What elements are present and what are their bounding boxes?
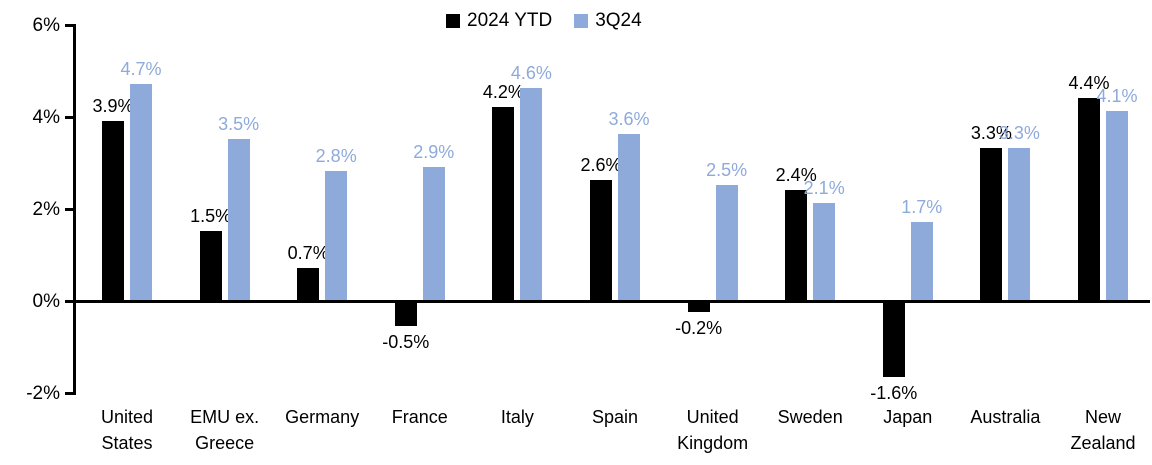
x-label-united-kingdom: United Kingdom	[677, 407, 749, 453]
legend-item-2024-ytd: 2024 YTD	[446, 10, 552, 31]
chart-legend: 2024 YTD 3Q24	[446, 10, 642, 31]
x-label-australia: Australia	[970, 407, 1041, 427]
bar-2024-ytd-emu-ex-greece	[199, 231, 222, 300]
value-label-3q24-sweden: 2.1%	[803, 178, 845, 198]
x-label-france: France	[391, 407, 448, 427]
value-label-2024-ytd-sweden: 2.4%	[775, 165, 817, 185]
bar-3q24-france	[422, 167, 445, 300]
y-tick-0	[65, 300, 73, 303]
bar-2024-ytd-australia	[980, 148, 1003, 300]
bar-3q24-italy	[520, 88, 543, 300]
y-tick-2	[65, 208, 73, 211]
value-label-3q24-australia: 3.3%	[998, 123, 1040, 143]
value-label-3q24-new-zealand: 4.1%	[1096, 86, 1138, 106]
bar-3q24-germany	[325, 171, 348, 300]
x-label-emu-ex-greece: EMU ex. Greece	[190, 407, 260, 453]
legend-item-3q24: 3Q24	[574, 10, 642, 31]
bar-2024-ytd-united-states	[102, 121, 124, 300]
bar-2024-ytd-spain	[590, 180, 612, 300]
y-tick-label-2: 2%	[32, 199, 60, 220]
bar-2024-ytd-new-zealand	[1078, 98, 1100, 300]
bar-3q24-emu-ex-greece	[227, 139, 250, 300]
value-label-3q24-spain: 3.6%	[608, 109, 650, 129]
legend-swatch-2024-ytd	[446, 13, 460, 28]
value-label-3q24-emu-ex-greece: 3.5%	[218, 114, 260, 134]
y-tick-4	[65, 116, 73, 119]
bar-2024-ytd-japan	[882, 303, 905, 377]
x-axis-zero-line	[73, 300, 1150, 303]
bar-2024-ytd-germany	[297, 268, 320, 300]
value-label-3q24-france: 2.9%	[413, 142, 455, 162]
value-label-3q24-italy: 4.6%	[510, 63, 552, 83]
x-label-new-zealand: New Zealand	[1070, 407, 1136, 453]
bar-3q24-australia	[1008, 148, 1031, 300]
x-label-italy: Italy	[500, 407, 534, 427]
value-label-2024-ytd-australia: 3.3%	[970, 123, 1012, 143]
x-label-sweden: Sweden	[777, 407, 843, 427]
value-label-2024-ytd-spain: 2.6%	[580, 155, 622, 175]
bar-3q24-united-kingdom	[715, 185, 738, 300]
y-tick-label-6: 6%	[32, 15, 60, 36]
x-label-spain: Spain	[591, 407, 639, 427]
y-tick-2	[65, 392, 73, 395]
x-label-germany: Germany	[285, 407, 360, 427]
bar-3q24-sweden	[813, 203, 836, 300]
legend-swatch-3q24	[574, 13, 589, 28]
bar-3q24-new-zealand	[1106, 111, 1128, 300]
value-label-3q24-germany: 2.8%	[315, 146, 357, 166]
bar-3q24-japan	[910, 222, 933, 300]
value-label-3q24-japan: 1.7%	[901, 197, 943, 217]
bar-2024-ytd-sweden	[785, 190, 808, 300]
bar-3q24-united-states	[130, 84, 152, 300]
bar-3q24-spain	[618, 134, 640, 300]
x-label-japan: Japan	[883, 407, 933, 427]
y-tick-label-4: 4%	[32, 107, 60, 128]
value-label-2024-ytd-france: -0.5%	[382, 332, 430, 352]
value-label-2024-ytd-japan: -1.6%	[870, 383, 918, 403]
y-axis-line	[73, 24, 76, 395]
value-label-2024-ytd-new-zealand: 4.4%	[1068, 73, 1110, 93]
y-tick-label-2: -2%	[26, 383, 60, 404]
value-label-2024-ytd-italy: 4.2%	[482, 82, 524, 102]
value-label-2024-ytd-united-states: 3.9%	[92, 96, 134, 116]
value-label-3q24-united-kingdom: 2.5%	[706, 160, 748, 180]
value-label-2024-ytd-germany: 0.7%	[287, 243, 329, 263]
value-label-2024-ytd-emu-ex-greece: 1.5%	[190, 206, 232, 226]
legend-label-2024-ytd: 2024 YTD	[467, 10, 553, 31]
value-label-2024-ytd-united-kingdom: -0.2%	[675, 318, 723, 338]
bar-2024-ytd-united-kingdom	[687, 303, 710, 312]
legend-label-3q24: 3Q24	[595, 10, 642, 31]
value-label-3q24-united-states: 4.7%	[120, 59, 162, 79]
y-tick-6	[65, 24, 73, 27]
x-label-united-states: United States	[100, 407, 154, 453]
bar-2024-ytd-france	[394, 303, 417, 326]
y-tick-label-0: 0%	[32, 291, 60, 312]
bar-2024-ytd-italy	[492, 107, 515, 300]
